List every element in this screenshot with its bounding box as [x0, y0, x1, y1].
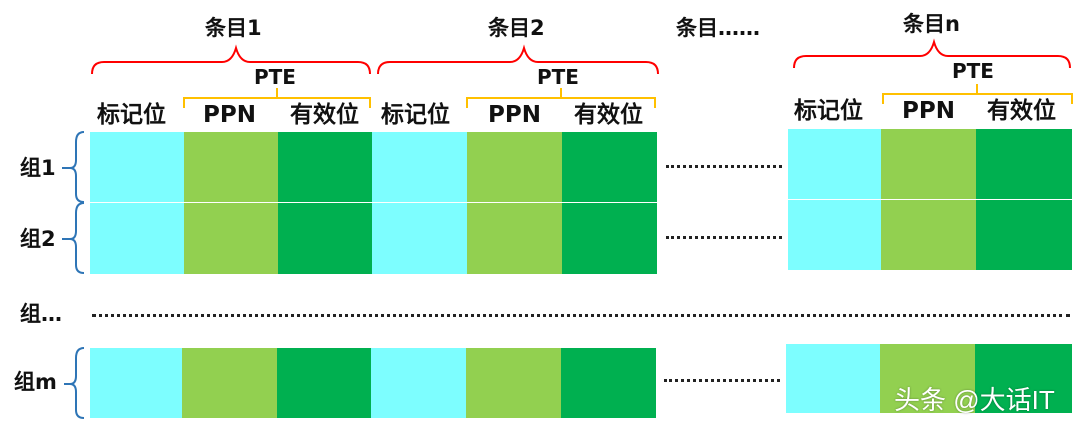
- group-1-label: 组1: [20, 156, 56, 180]
- cell-g2-e1-valid: [278, 203, 372, 274]
- cell-g1-e1-tag: [90, 132, 184, 202]
- cell-g1-e1-valid: [278, 132, 372, 202]
- cell-g1-en-tag: [788, 129, 881, 199]
- group-1-brace: [69, 131, 85, 203]
- cell-g1-e2-ppn: [467, 132, 562, 202]
- cell-g1-e1-ppn: [184, 132, 278, 202]
- watermark: 头条 @大话IT: [894, 385, 1055, 415]
- col-ppn-1: PPN: [203, 102, 256, 128]
- pte-label-1: PTE: [254, 65, 296, 89]
- cell-g1-en-ppn: [881, 129, 976, 199]
- entry-n-brace: [793, 38, 1071, 69]
- cell-g2-e1-tag: [90, 203, 184, 274]
- pte-label-n: PTE: [952, 59, 994, 83]
- col-valid-2: 有效位: [574, 102, 643, 128]
- entry-1-title: 条目1: [205, 16, 262, 40]
- cell-gm-e2-tag: [371, 348, 466, 418]
- ellipsis-row-2: [666, 236, 782, 239]
- entry-more-title: 条目……: [676, 16, 760, 40]
- cell-g2-en-tag: [788, 200, 881, 270]
- cell-g1-e2-tag: [372, 132, 467, 202]
- col-ppn-n: PPN: [902, 98, 955, 124]
- col-valid-1: 有效位: [290, 102, 359, 128]
- cell-gm-e1-valid: [277, 348, 371, 418]
- cell-g1-en-valid: [976, 129, 1072, 199]
- group-2-label: 组2: [20, 227, 56, 251]
- cell-gm-e2-ppn: [466, 348, 561, 418]
- cell-g1-e2-valid: [562, 132, 657, 202]
- cell-gm-en-tag: [786, 344, 880, 413]
- col-tag-n: 标记位: [794, 98, 863, 124]
- ellipsis-row-1: [666, 165, 782, 168]
- ellipsis-row-groups: [92, 314, 1070, 317]
- pte-label-2: PTE: [537, 65, 579, 89]
- cell-g2-e2-ppn: [467, 203, 562, 274]
- pte-n-bracket: [882, 84, 1073, 104]
- group-more-label: 组…: [20, 302, 62, 326]
- col-ppn-2: PPN: [488, 102, 541, 128]
- entry-n-title: 条目n: [903, 12, 960, 36]
- entry-1-brace: [91, 44, 371, 75]
- pte-1-bracket: [183, 88, 371, 108]
- cell-gm-e1-tag: [90, 348, 182, 418]
- col-tag-1: 标记位: [97, 102, 166, 128]
- group-m-label: 组m: [14, 370, 57, 394]
- cell-gm-e1-ppn: [182, 348, 277, 418]
- ellipsis-row-m: [664, 379, 780, 382]
- cell-gm-e2-valid: [561, 348, 656, 418]
- col-valid-n: 有效位: [987, 98, 1056, 124]
- cell-g2-e2-tag: [372, 203, 467, 274]
- group-m-brace: [69, 347, 85, 419]
- col-tag-2: 标记位: [381, 102, 450, 128]
- cell-g2-en-ppn: [881, 200, 976, 270]
- group-2-brace: [69, 202, 85, 274]
- entry-2-title: 条目2: [488, 16, 545, 40]
- cell-g2-e2-valid: [562, 203, 657, 274]
- entry-2-brace: [377, 44, 659, 75]
- cell-g2-e1-ppn: [184, 203, 278, 274]
- cell-gm-en-valid: [975, 344, 1072, 413]
- cell-g2-en-valid: [976, 200, 1072, 270]
- cell-gm-en-ppn: [880, 344, 975, 413]
- pte-2-bracket: [466, 88, 656, 108]
